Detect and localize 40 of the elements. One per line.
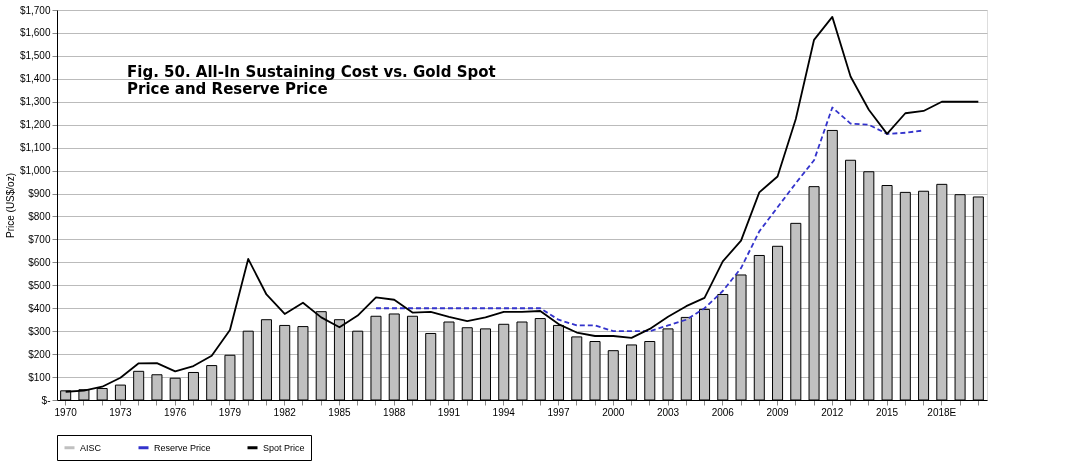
legend-label: AISC [80,442,102,453]
y-tick-label: $800 [28,210,51,222]
x-tick-label: 2018E [927,406,957,418]
y-tick-label: $200 [28,348,51,360]
x-tick-label: 1982 [273,406,297,418]
x-tick-label: 2003 [656,406,680,418]
x-tick-label: 1970 [54,406,78,418]
y-tick-label: $1,700 [19,4,51,16]
legend-label: Spot Price [263,442,305,453]
y-tick-label: $400 [28,302,51,314]
x-tick-label: 2000 [602,406,625,418]
y-tick-label: $1,300 [19,96,51,108]
x-tick-label: 2006 [711,406,735,418]
x-tick-label: 1973 [109,406,132,418]
y-tick-label: $900 [28,188,51,200]
y-tick-label: $1,000 [19,165,51,177]
y-tick-label: $1,600 [19,27,51,39]
y-tick-label: $600 [28,256,51,268]
x-tick-label: 1997 [547,406,571,418]
y-tick-label: $1,100 [19,142,51,154]
y-tick-label: $700 [28,233,51,245]
x-tick-label: 1976 [164,406,187,418]
x-tick-label: 1979 [218,406,242,418]
legend-label: Reserve Price [154,442,211,453]
y-tick-label: $1,400 [19,73,51,85]
x-tick-label: 2009 [766,406,790,418]
x-tick-label: 1988 [383,406,406,418]
y-tick-label: $500 [28,279,51,291]
y-tick-label: $100 [28,371,51,383]
x-tick-label: 1991 [437,406,461,418]
y-tick-label: $- [41,394,51,406]
y-tick-label: $300 [28,325,51,337]
x-tick-label: 2015 [875,406,899,418]
x-tick-label: 1994 [492,406,516,418]
text: Fig. 50. All-In Sustaining Cost vs. Gold Spot Price and Reserve Price [127,63,496,98]
y-tick-label: $1,500 [19,50,51,62]
y-tick-label: $1,200 [19,119,51,131]
x-tick-label: 2012 [821,406,844,418]
x-tick-label: 1985 [328,406,352,418]
y-axis-title: Price (US$/oz) [4,172,16,239]
